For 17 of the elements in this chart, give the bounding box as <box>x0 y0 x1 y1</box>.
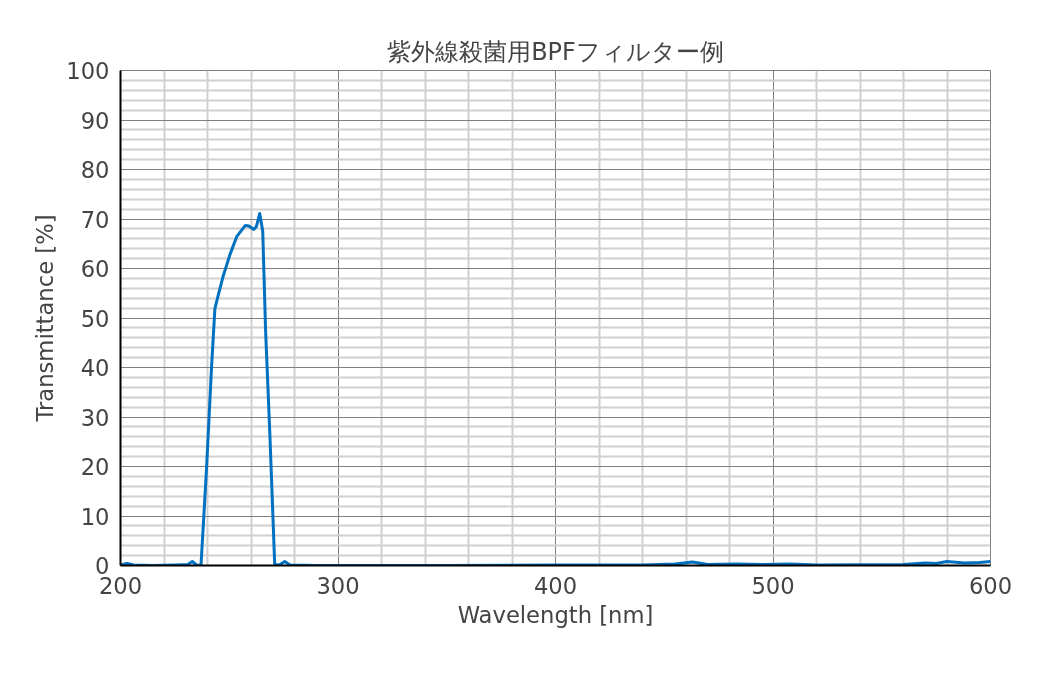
y-tick-label: 60 <box>80 256 110 282</box>
y-tick-label: 80 <box>80 157 110 183</box>
y-tick-label: 70 <box>80 206 110 233</box>
x-tick-label: 600 <box>968 572 1013 599</box>
x-tick-label: 500 <box>751 572 795 599</box>
y-tick-label: 90 <box>80 107 110 134</box>
y-tick-label: 10 <box>80 503 110 530</box>
y-axis-title: Transmittance [%] <box>32 214 59 423</box>
x-tick-label: 400 <box>533 572 578 599</box>
x-axis-title: Wavelength [nm] <box>457 601 654 628</box>
y-tick-label: 30 <box>80 404 110 431</box>
chart-title: 紫外線殺菌用BPFフィルター例 <box>387 37 724 66</box>
y-tick-label: 40 <box>80 355 110 381</box>
y-tick-label: 100 <box>66 58 110 84</box>
y-tick-label: 20 <box>80 454 110 480</box>
x-tick-label: 300 <box>316 572 360 599</box>
y-tick-label: 50 <box>80 305 110 332</box>
